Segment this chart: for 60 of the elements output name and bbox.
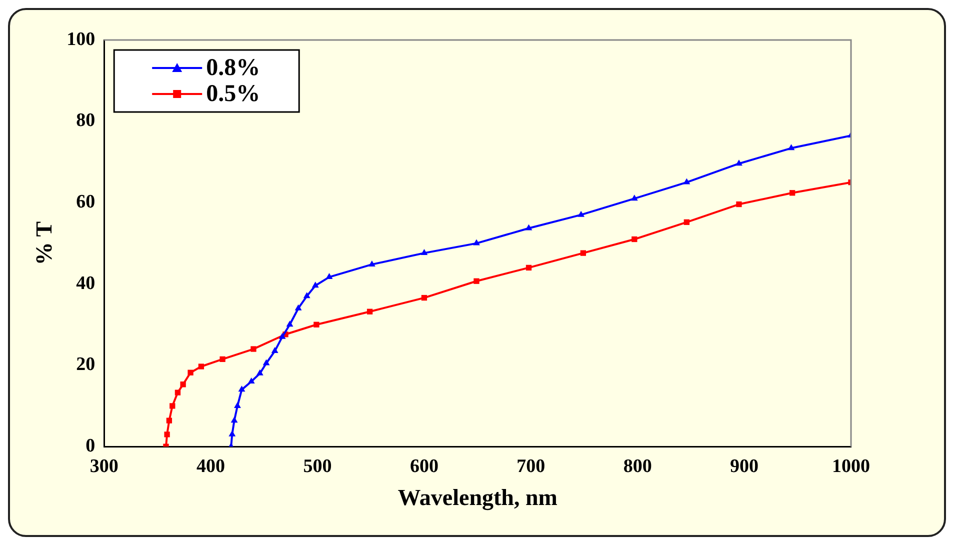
x-tick-label: 600 [410,456,438,477]
x-tick-label: 500 [303,456,332,477]
point [632,236,638,242]
point [188,370,194,376]
point [164,432,170,438]
point [684,219,690,225]
legend-label: 0.8% [206,55,260,82]
point [238,386,246,392]
point [262,359,270,366]
point [525,224,532,230]
point [578,210,585,217]
point [250,346,256,352]
x-tick-label: 400 [196,456,226,477]
point [234,402,241,408]
point [174,390,181,396]
point [230,416,238,423]
x-tick-label: 1000 [832,456,870,477]
point [256,369,264,376]
point [180,382,186,388]
point [683,178,690,184]
point [736,201,742,208]
point [326,273,333,280]
y-tick-label: 60 [76,192,96,213]
y-tick-label: 100 [66,28,96,50]
y-tick-label: 80 [76,110,96,132]
x-tick-label: 800 [623,456,652,477]
point [248,378,255,384]
point [789,190,796,196]
y-axis-title: % T [32,221,57,266]
point [220,356,226,362]
point [473,239,480,246]
point [526,264,532,271]
y-tick-label: 0 [86,436,96,457]
point [420,249,428,256]
point [580,250,586,256]
point [788,144,795,150]
point [294,304,302,310]
point [303,292,310,298]
point [271,347,278,354]
point [630,194,638,201]
x-axis-title: Wavelength, nm [398,485,558,512]
point [198,364,204,370]
point [366,308,373,314]
point [736,160,742,166]
point [286,320,294,327]
point [474,278,480,284]
x-tick-label: 700 [516,456,546,477]
legend-label: 0.5% [206,81,260,108]
x-tick-label: 900 [730,456,759,477]
point [228,430,236,436]
point [368,260,376,266]
point [170,403,176,409]
point [312,282,319,288]
y-tick-label: 40 [76,272,96,294]
point [166,418,172,424]
point [278,332,286,339]
point [421,294,428,301]
x-tick-label: 300 [90,456,118,477]
point [314,322,320,328]
y-tick-label: 20 [76,354,96,376]
